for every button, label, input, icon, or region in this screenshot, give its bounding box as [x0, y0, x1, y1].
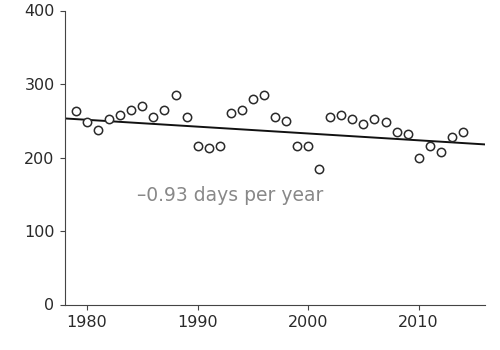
- Point: [326, 114, 334, 120]
- Point: [260, 92, 268, 98]
- Point: [150, 114, 158, 120]
- Point: [105, 117, 113, 122]
- Point: [338, 112, 345, 118]
- Point: [315, 166, 323, 172]
- Point: [194, 144, 202, 149]
- Point: [72, 108, 80, 114]
- Point: [138, 103, 146, 109]
- Point: [249, 96, 257, 101]
- Point: [172, 92, 179, 98]
- Text: –0.93 days per year: –0.93 days per year: [137, 186, 323, 205]
- Point: [304, 144, 312, 149]
- Point: [404, 131, 411, 137]
- Point: [437, 149, 445, 154]
- Point: [414, 155, 422, 160]
- Point: [370, 117, 378, 122]
- Point: [182, 114, 190, 120]
- Point: [204, 145, 212, 151]
- Point: [459, 129, 467, 135]
- Point: [448, 134, 456, 140]
- Point: [426, 144, 434, 149]
- Point: [392, 129, 400, 135]
- Point: [83, 119, 91, 125]
- Point: [94, 127, 102, 132]
- Point: [238, 107, 246, 113]
- Point: [282, 118, 290, 124]
- Point: [160, 107, 168, 113]
- Point: [382, 119, 390, 125]
- Point: [293, 144, 301, 149]
- Point: [216, 144, 224, 149]
- Point: [227, 111, 235, 116]
- Point: [116, 112, 124, 118]
- Point: [271, 114, 279, 120]
- Point: [360, 122, 368, 127]
- Point: [128, 107, 136, 113]
- Point: [348, 117, 356, 122]
